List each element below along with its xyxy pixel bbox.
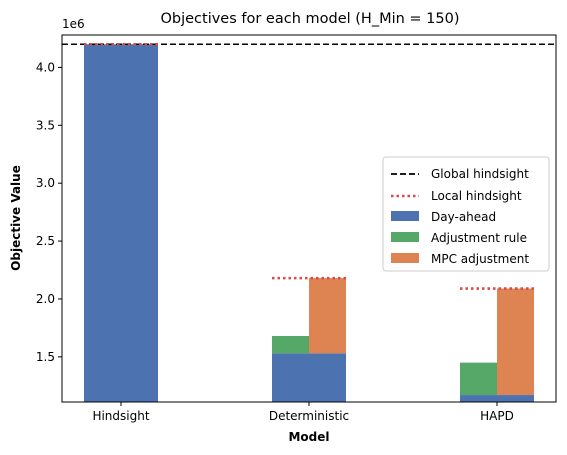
legend-global-hindsight-label: Global hindsight: [431, 167, 529, 181]
y-tick-label: 3.5: [36, 118, 55, 132]
bar-day-ahead-hindsight-right: [121, 44, 158, 402]
y-axis-title: Objective Value: [9, 165, 23, 271]
bar-adjustment-rule-deterministic-left: [272, 336, 309, 354]
legend-day-ahead-label: Day-ahead: [431, 210, 496, 224]
bar-mpc-adjustment-hapd-right: [497, 288, 534, 396]
x-tick-label-hindsight: Hindsight: [92, 409, 149, 423]
bar-day-ahead-hindsight-left: [84, 44, 121, 402]
bar-day-ahead-deterministic-left: [272, 353, 309, 402]
legend: Global hindsight Local hindsight Day-ahe…: [382, 156, 550, 272]
bar-day-ahead-hapd-right: [497, 395, 534, 402]
legend-adjustment-rule-swatch: [391, 232, 419, 242]
y-tick-label: 2.0: [36, 292, 55, 306]
x-tick-label-deterministic: Deterministic: [269, 409, 349, 423]
x-tick-label-hapd: HAPD: [480, 409, 514, 423]
legend-local-hindsight-label: Local hindsight: [431, 189, 522, 203]
y-tick-label: 1.5: [36, 350, 55, 364]
bar-mpc-adjustment-deterministic-right: [309, 278, 346, 354]
y-tick-label: 2.5: [36, 234, 55, 248]
bar-adjustment-rule-hapd-left: [460, 362, 497, 396]
chart-title: Objectives for each model (H_Min = 150): [160, 11, 459, 27]
bars-layer: [84, 44, 534, 402]
legend-mpc-adjustment-label: MPC adjustment: [431, 252, 529, 266]
y-ticks: 1.5 2.0 2.5 3.0 3.5 4.0: [36, 60, 62, 364]
legend-day-ahead-swatch: [391, 211, 419, 221]
x-axis-title: Model: [288, 430, 329, 444]
legend-mpc-adjustment-swatch: [391, 253, 419, 263]
bar-day-ahead-hapd-left: [460, 395, 497, 402]
y-tick-label: 4.0: [36, 60, 55, 74]
legend-adjustment-rule-label: Adjustment rule: [431, 231, 527, 245]
y-tick-label: 3.0: [36, 176, 55, 190]
y-offset-text: 1e6: [62, 17, 85, 31]
reference-lines-layer: [62, 42, 556, 290]
bar-day-ahead-deterministic-right: [309, 353, 346, 402]
x-ticks: Hindsight Deterministic HAPD: [92, 402, 514, 423]
legend-box: [382, 156, 550, 272]
